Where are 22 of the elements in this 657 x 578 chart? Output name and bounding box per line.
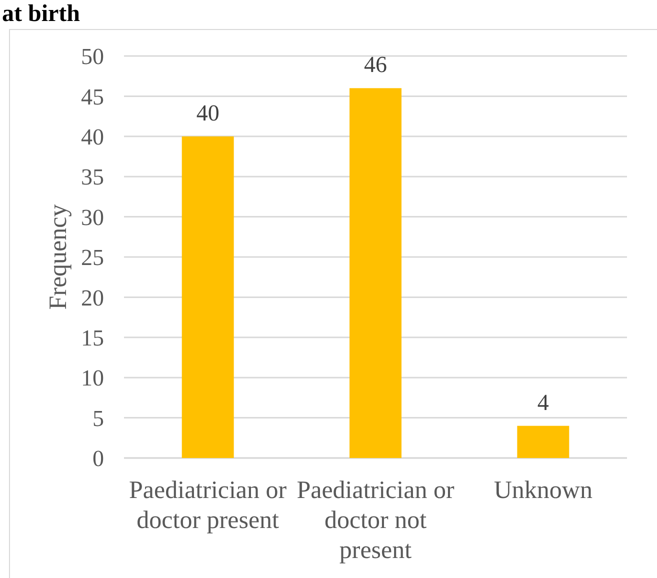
bar <box>350 88 402 458</box>
y-tick-label: 15 <box>81 325 104 350</box>
x-tick-label: Paediatrician or doctor not present <box>296 477 455 564</box>
y-tick-label: 30 <box>81 204 104 230</box>
x-tick-label: Paediatrician or doctor present <box>129 477 288 534</box>
data-label: 46 <box>364 52 387 78</box>
bar <box>517 426 570 458</box>
y-tick-label: 45 <box>81 84 104 110</box>
y-tick-label: 5 <box>92 406 104 431</box>
y-tick-label: 10 <box>81 366 104 391</box>
data-label: 40 <box>196 100 220 126</box>
y-axis-title: Frequency <box>45 204 72 310</box>
y-tick-label: 0 <box>92 446 104 472</box>
data-label: 4 <box>537 390 550 415</box>
y-tick-label: 20 <box>81 285 104 310</box>
y-tick-label: 25 <box>81 245 104 270</box>
chart-title: at birth <box>2 1 80 27</box>
y-tick-label: 35 <box>81 164 104 190</box>
x-tick-label: Unknown <box>494 477 593 504</box>
y-tick-label: 40 <box>81 124 104 150</box>
bar <box>182 136 234 458</box>
y-tick-label: 50 <box>81 44 104 70</box>
